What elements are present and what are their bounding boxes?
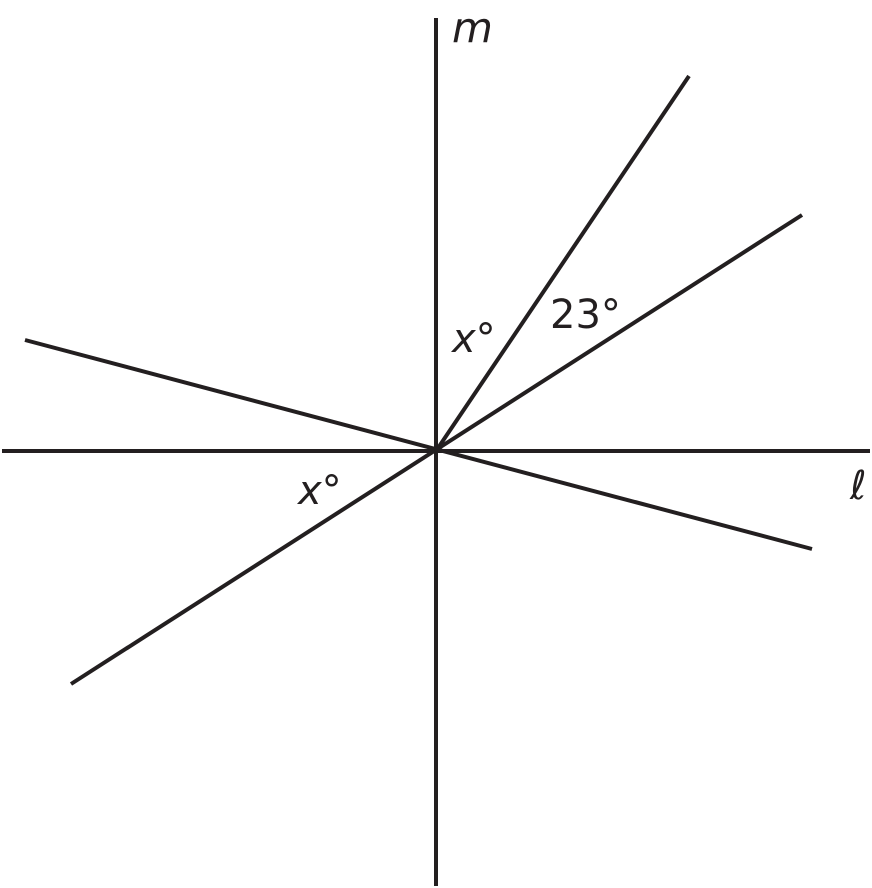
label-upper-x: x° (450, 316, 496, 362)
label-23-degrees: 23° (550, 292, 621, 338)
ray-steep (434, 74, 691, 453)
label-l: ℓ (849, 463, 867, 509)
line-shallow (24, 338, 813, 551)
label-m: m (452, 3, 493, 52)
label-lower-x: x° (296, 468, 342, 514)
